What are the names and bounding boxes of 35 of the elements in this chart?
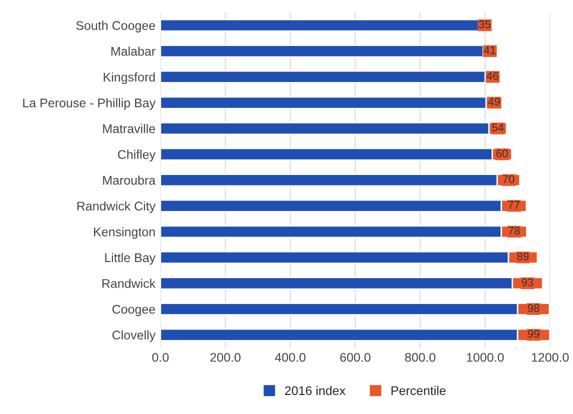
data-label: 89 xyxy=(517,252,529,260)
data-label: 49 xyxy=(488,98,500,106)
y-tick-label: Clovelly xyxy=(112,330,156,342)
y-tick-label: South Coogee xyxy=(76,20,156,32)
y-tick-label: Malabar xyxy=(111,46,156,56)
x-tick-label: 800.0 xyxy=(405,352,436,362)
data-label: 93 xyxy=(522,278,534,286)
x-tick-label: 400.0 xyxy=(274,352,306,362)
data-label: 98 xyxy=(528,304,540,312)
data-label: 60 xyxy=(496,149,508,158)
data-label: 99 xyxy=(528,330,540,338)
data-label: 70 xyxy=(502,175,514,184)
y-tick-label: Kingsford xyxy=(104,72,155,84)
x-tick-label: 600.0 xyxy=(340,352,370,362)
data-label: 54 xyxy=(492,124,504,132)
x-tick-label: 200.0 xyxy=(210,352,241,362)
x-tick-label: 0.0 xyxy=(152,352,169,362)
legend-label: 2016 index xyxy=(285,386,346,396)
y-tick-label: Chifley xyxy=(118,150,156,162)
x-tick-label: 1200.0 xyxy=(532,352,569,362)
data-label: 78 xyxy=(508,226,520,235)
y-tick-label: Little Bay xyxy=(105,252,156,265)
y-tick-label: La Perouse - Phillip Bay xyxy=(23,98,156,110)
y-tick-label: Maroubra xyxy=(103,176,156,185)
data-label: 77 xyxy=(508,201,520,209)
legend-label: Percentile xyxy=(392,386,446,396)
y-tick-label: Randwick City xyxy=(77,201,156,214)
data-label: 35 xyxy=(478,20,490,28)
y-tick-label: Matraville xyxy=(103,124,156,134)
data-label: 46 xyxy=(486,72,498,80)
x-tick-label: 1000.0 xyxy=(466,352,504,362)
y-tick-label: Randwick xyxy=(102,278,156,288)
y-tick-label: Kensington xyxy=(94,227,155,239)
data-label: 41 xyxy=(484,46,496,54)
y-tick-label: Coogee xyxy=(112,304,156,316)
